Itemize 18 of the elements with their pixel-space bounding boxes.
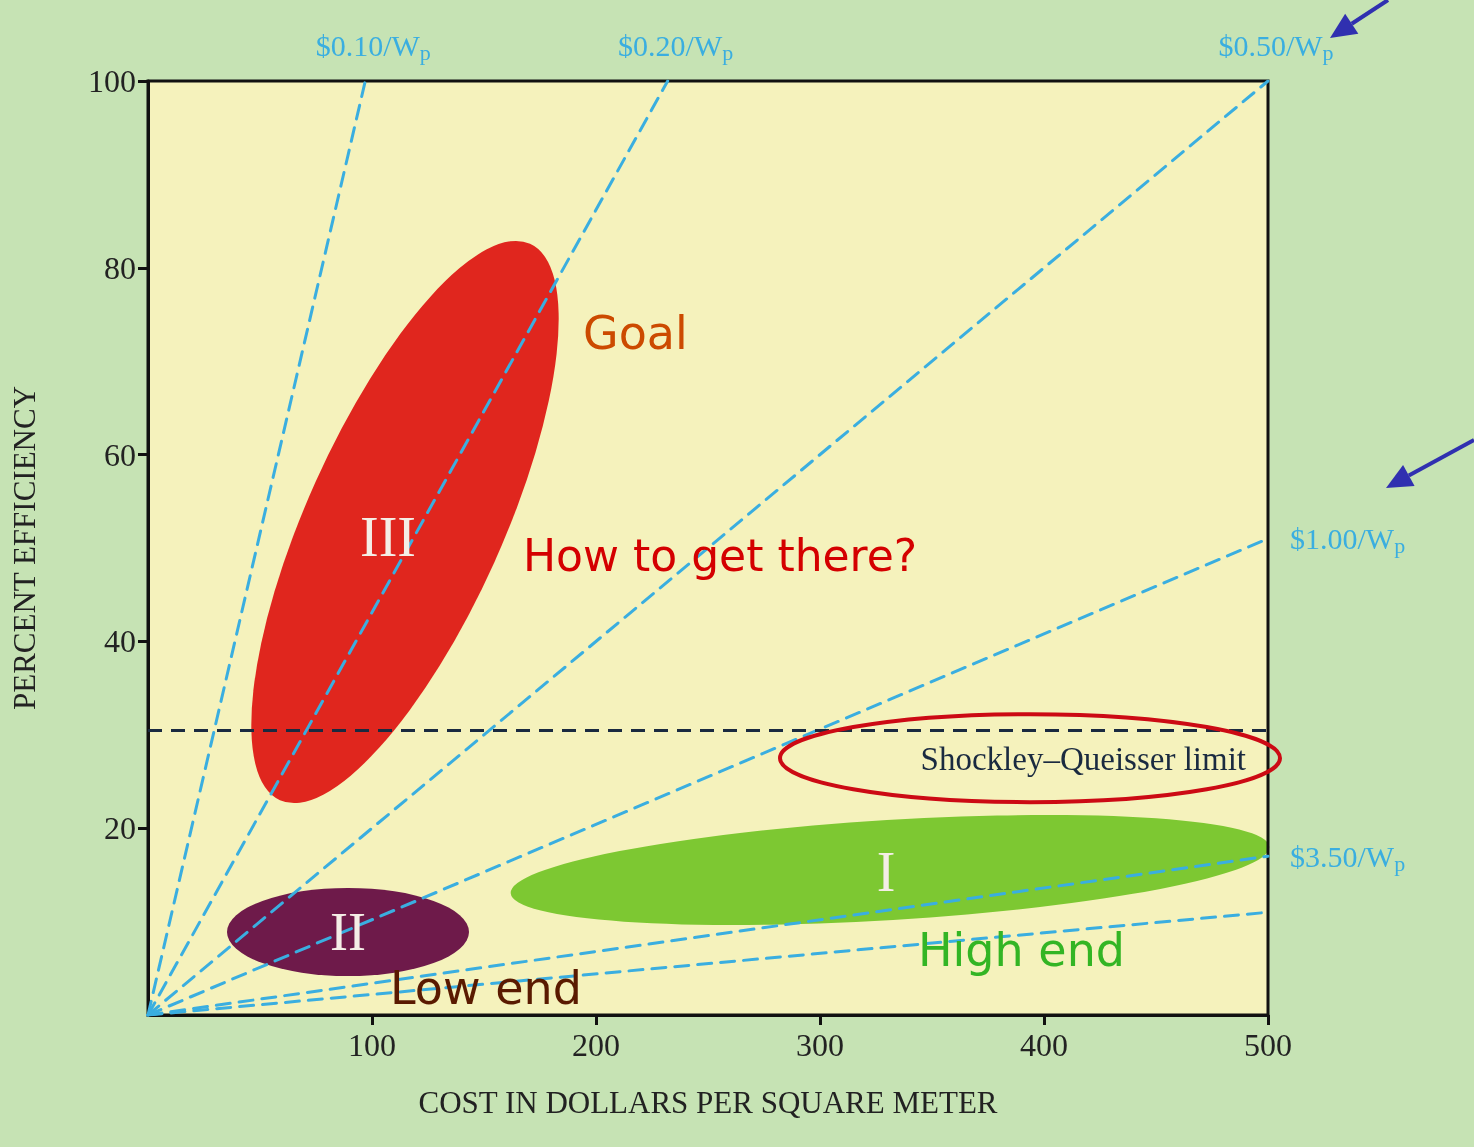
- x-tick-label: 500: [1244, 1027, 1292, 1063]
- annotation: Goal: [583, 306, 688, 360]
- annotation: How to get there?: [523, 529, 918, 581]
- y-tick-label: 100: [88, 63, 136, 99]
- y-tick-label: 40: [104, 623, 136, 660]
- x-axis-title: COST IN DOLLARS PER SQUARE METER: [418, 1085, 998, 1120]
- annotation: III: [360, 506, 416, 568]
- x-tick-label: 300: [796, 1027, 844, 1063]
- annotation: I: [876, 841, 896, 903]
- x-tick-label: 400: [1020, 1027, 1068, 1063]
- y-tick-label: 20: [104, 810, 136, 847]
- ref-line-label: Shockley–Queisser limit: [920, 740, 1246, 777]
- x-tick-label: 200: [572, 1027, 620, 1063]
- y-axis-title: PERCENT EFFICIENCY: [7, 385, 42, 711]
- y-tick-label: 80: [104, 249, 136, 286]
- annotation: High end: [918, 923, 1125, 977]
- y-tick-label: 60: [104, 436, 136, 473]
- x-tick-label: 100: [348, 1027, 396, 1063]
